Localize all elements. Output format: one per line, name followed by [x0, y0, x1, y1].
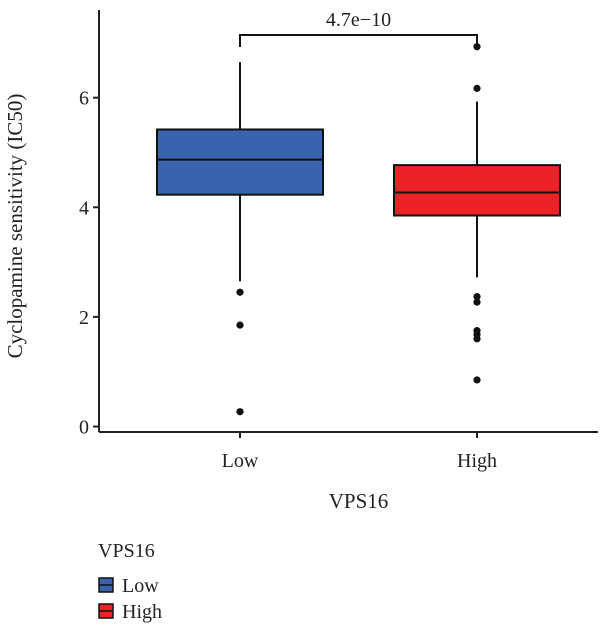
box-iqr	[393, 164, 561, 217]
legend-label: High	[122, 601, 162, 623]
axes: 0 2 4 6 Low High VPS16 Cyclopamine sensitivity …	[3, 10, 598, 513]
y-tick-label: 0	[79, 417, 89, 439]
p-value-label: 4.7e−10	[326, 9, 391, 31]
y-tick-label: 6	[79, 88, 89, 110]
box-iqr	[156, 128, 324, 196]
legend-item-low: Low	[98, 575, 159, 597]
outlier-point	[473, 335, 481, 343]
box-group-low	[156, 62, 324, 416]
outlier-point	[473, 298, 481, 306]
x-axis-title: VPS16	[329, 489, 389, 513]
outlier-point	[236, 321, 244, 329]
legend-title: VPS16	[98, 540, 155, 562]
significance-bracket	[239, 34, 478, 47]
significance-annotation: 4.7e−10	[239, 9, 478, 47]
legend-item-high: High	[98, 601, 162, 623]
legend: VPS16 Low High	[98, 540, 162, 623]
outlier-point	[473, 293, 481, 301]
y-tick-label: 2	[79, 307, 89, 329]
x-tick-label: Low	[222, 450, 259, 472]
x-tick-label: High	[457, 450, 497, 472]
outlier-point	[473, 376, 481, 384]
plot-area	[156, 43, 561, 416]
legend-label: Low	[122, 575, 159, 597]
y-axis-title: Cyclopamine sensitivity (IC50)	[3, 94, 27, 359]
outlier-point	[236, 408, 244, 416]
outlier-point	[473, 84, 481, 92]
outlier-point	[236, 288, 244, 296]
box-group-high	[393, 43, 561, 384]
y-tick-label: 4	[79, 197, 89, 219]
